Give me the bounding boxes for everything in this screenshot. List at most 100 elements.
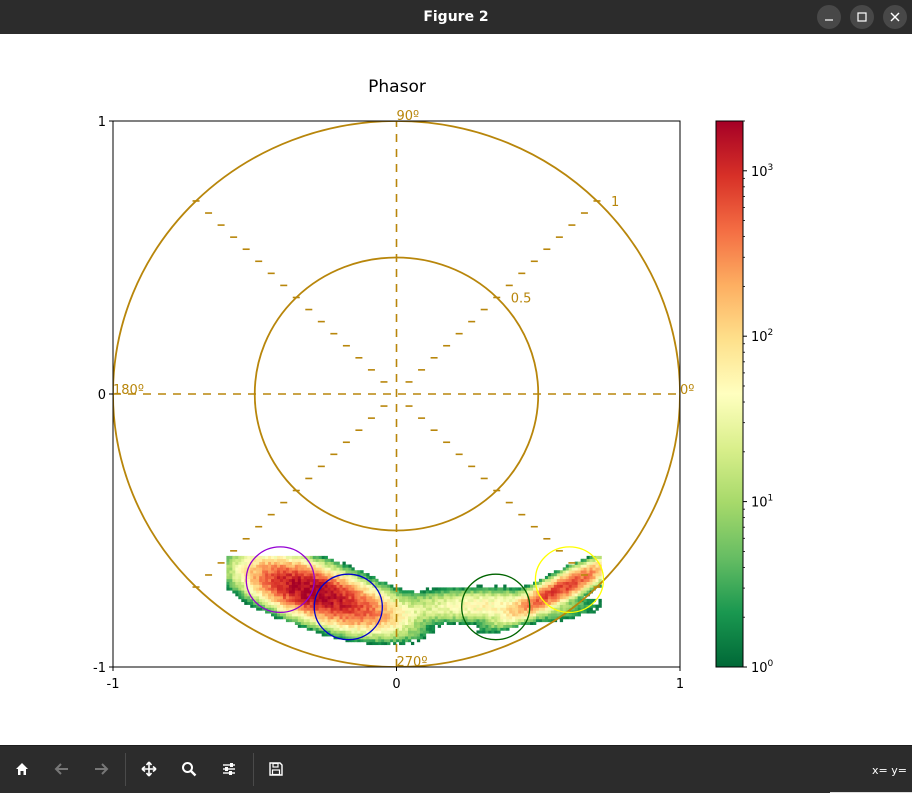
heatmap-cell — [339, 575, 343, 580]
heatmap-cell — [541, 578, 546, 582]
heatmap-cell — [250, 561, 254, 565]
heatmap-cell — [419, 601, 424, 605]
heatmap-cell — [351, 584, 355, 588]
heatmap-cell — [488, 613, 492, 617]
heatmap-cell — [294, 593, 299, 597]
heatmap-cell — [327, 630, 331, 634]
heatmap-cell — [259, 575, 263, 580]
heatmap-cell — [518, 607, 522, 611]
heatmap-cell — [318, 593, 322, 597]
heatmap-cell — [360, 633, 364, 637]
heatmap-cell — [547, 613, 552, 617]
heatmap-cell — [321, 561, 325, 565]
heatmap-cell — [297, 581, 302, 585]
forward-button[interactable] — [88, 756, 114, 782]
heatmap-cell — [366, 613, 370, 617]
heatmap-cell — [482, 613, 486, 617]
heatmap-cell — [378, 598, 382, 603]
heatmap-cell — [378, 596, 382, 600]
heatmap-cell — [589, 610, 593, 614]
heatmap-cell — [574, 598, 578, 603]
heatmap-cell — [538, 578, 543, 582]
heatmap-cell — [559, 573, 564, 577]
heatmap-cell — [390, 633, 394, 637]
heatmap-cell — [589, 587, 593, 591]
back-button[interactable] — [49, 756, 75, 782]
heatmap-cell — [488, 616, 492, 620]
heatmap-cell — [506, 616, 510, 620]
heatmap-cell — [285, 604, 290, 608]
heatmap-cell — [324, 613, 328, 617]
heatmap-cell — [497, 630, 501, 634]
heatmap-cell — [342, 610, 346, 614]
heatmap-cell — [369, 627, 373, 631]
heatmap-cell — [583, 584, 587, 588]
heatmap-cell — [232, 573, 236, 577]
heatmap-cell — [282, 613, 287, 617]
colorbar-tick-label: 103 — [751, 163, 773, 180]
heatmap-cell — [271, 575, 275, 580]
heatmap-cell — [580, 584, 584, 588]
heatmap-cell — [294, 616, 299, 620]
heatmap-cell — [372, 610, 376, 614]
heatmap-cell — [509, 621, 513, 625]
heatmap-cell — [488, 590, 492, 594]
heatmap-cell — [300, 598, 305, 603]
heatmap-cell — [229, 578, 233, 582]
heatmap-cell — [568, 601, 573, 605]
heatmap-cell — [327, 575, 331, 580]
heatmap-cell — [550, 573, 555, 577]
heatmap-cell — [336, 567, 340, 571]
close-button[interactable] — [883, 5, 907, 29]
heatmap-cell — [372, 639, 376, 643]
heatmap-cell — [387, 598, 391, 603]
heatmap-cell — [431, 601, 436, 605]
heatmap-cell — [396, 616, 400, 620]
heatmap-cell — [256, 573, 260, 577]
heatmap-cell — [425, 604, 430, 608]
heatmap-cell — [330, 633, 334, 637]
heatmap-cell — [262, 598, 266, 603]
heatmap-cell — [259, 584, 263, 588]
zoom-button[interactable] — [176, 756, 202, 782]
heatmap-cell — [577, 607, 581, 611]
heatmap-cell — [577, 581, 581, 585]
heatmap-cell — [351, 630, 355, 634]
heatmap-cell — [244, 590, 248, 594]
heatmap-cell — [452, 613, 456, 617]
heatmap-cell — [565, 578, 570, 582]
configure-subplots-button[interactable] — [216, 756, 242, 782]
heatmap-cell — [407, 610, 412, 614]
heatmap-cell — [556, 584, 561, 588]
zoom-icon — [182, 762, 197, 777]
save-button[interactable] — [263, 756, 289, 782]
heatmap-cell — [348, 590, 352, 594]
angle-label: 270º — [397, 655, 428, 670]
heatmap-cell — [503, 607, 507, 611]
heatmap-cell — [571, 604, 575, 608]
radius-label: 1 — [611, 195, 619, 210]
pan-button[interactable] — [136, 756, 162, 782]
heatmap-cell — [449, 596, 453, 600]
heatmap-cell — [315, 555, 319, 560]
home-button[interactable] — [9, 756, 35, 782]
heatmap-cell — [351, 593, 355, 597]
heatmap-cell — [580, 578, 584, 582]
heatmap-cell — [369, 639, 373, 643]
heatmap-cell — [285, 555, 290, 560]
heatmap-cell — [464, 598, 468, 603]
heatmap-cell — [577, 613, 581, 617]
heatmap-cell — [285, 601, 290, 605]
heatmap-cell — [488, 598, 492, 603]
heatmap-cell — [565, 607, 570, 611]
heatmap-cell — [354, 621, 358, 625]
heatmap-cell — [589, 584, 593, 588]
heatmap-cell — [592, 567, 596, 571]
heatmap-cell — [425, 587, 430, 591]
minimize-button[interactable] — [817, 5, 841, 29]
heatmap-cell — [393, 621, 397, 625]
maximize-button[interactable] — [850, 5, 874, 29]
heatmap-cell — [277, 584, 281, 588]
heatmap-cell — [530, 621, 534, 625]
